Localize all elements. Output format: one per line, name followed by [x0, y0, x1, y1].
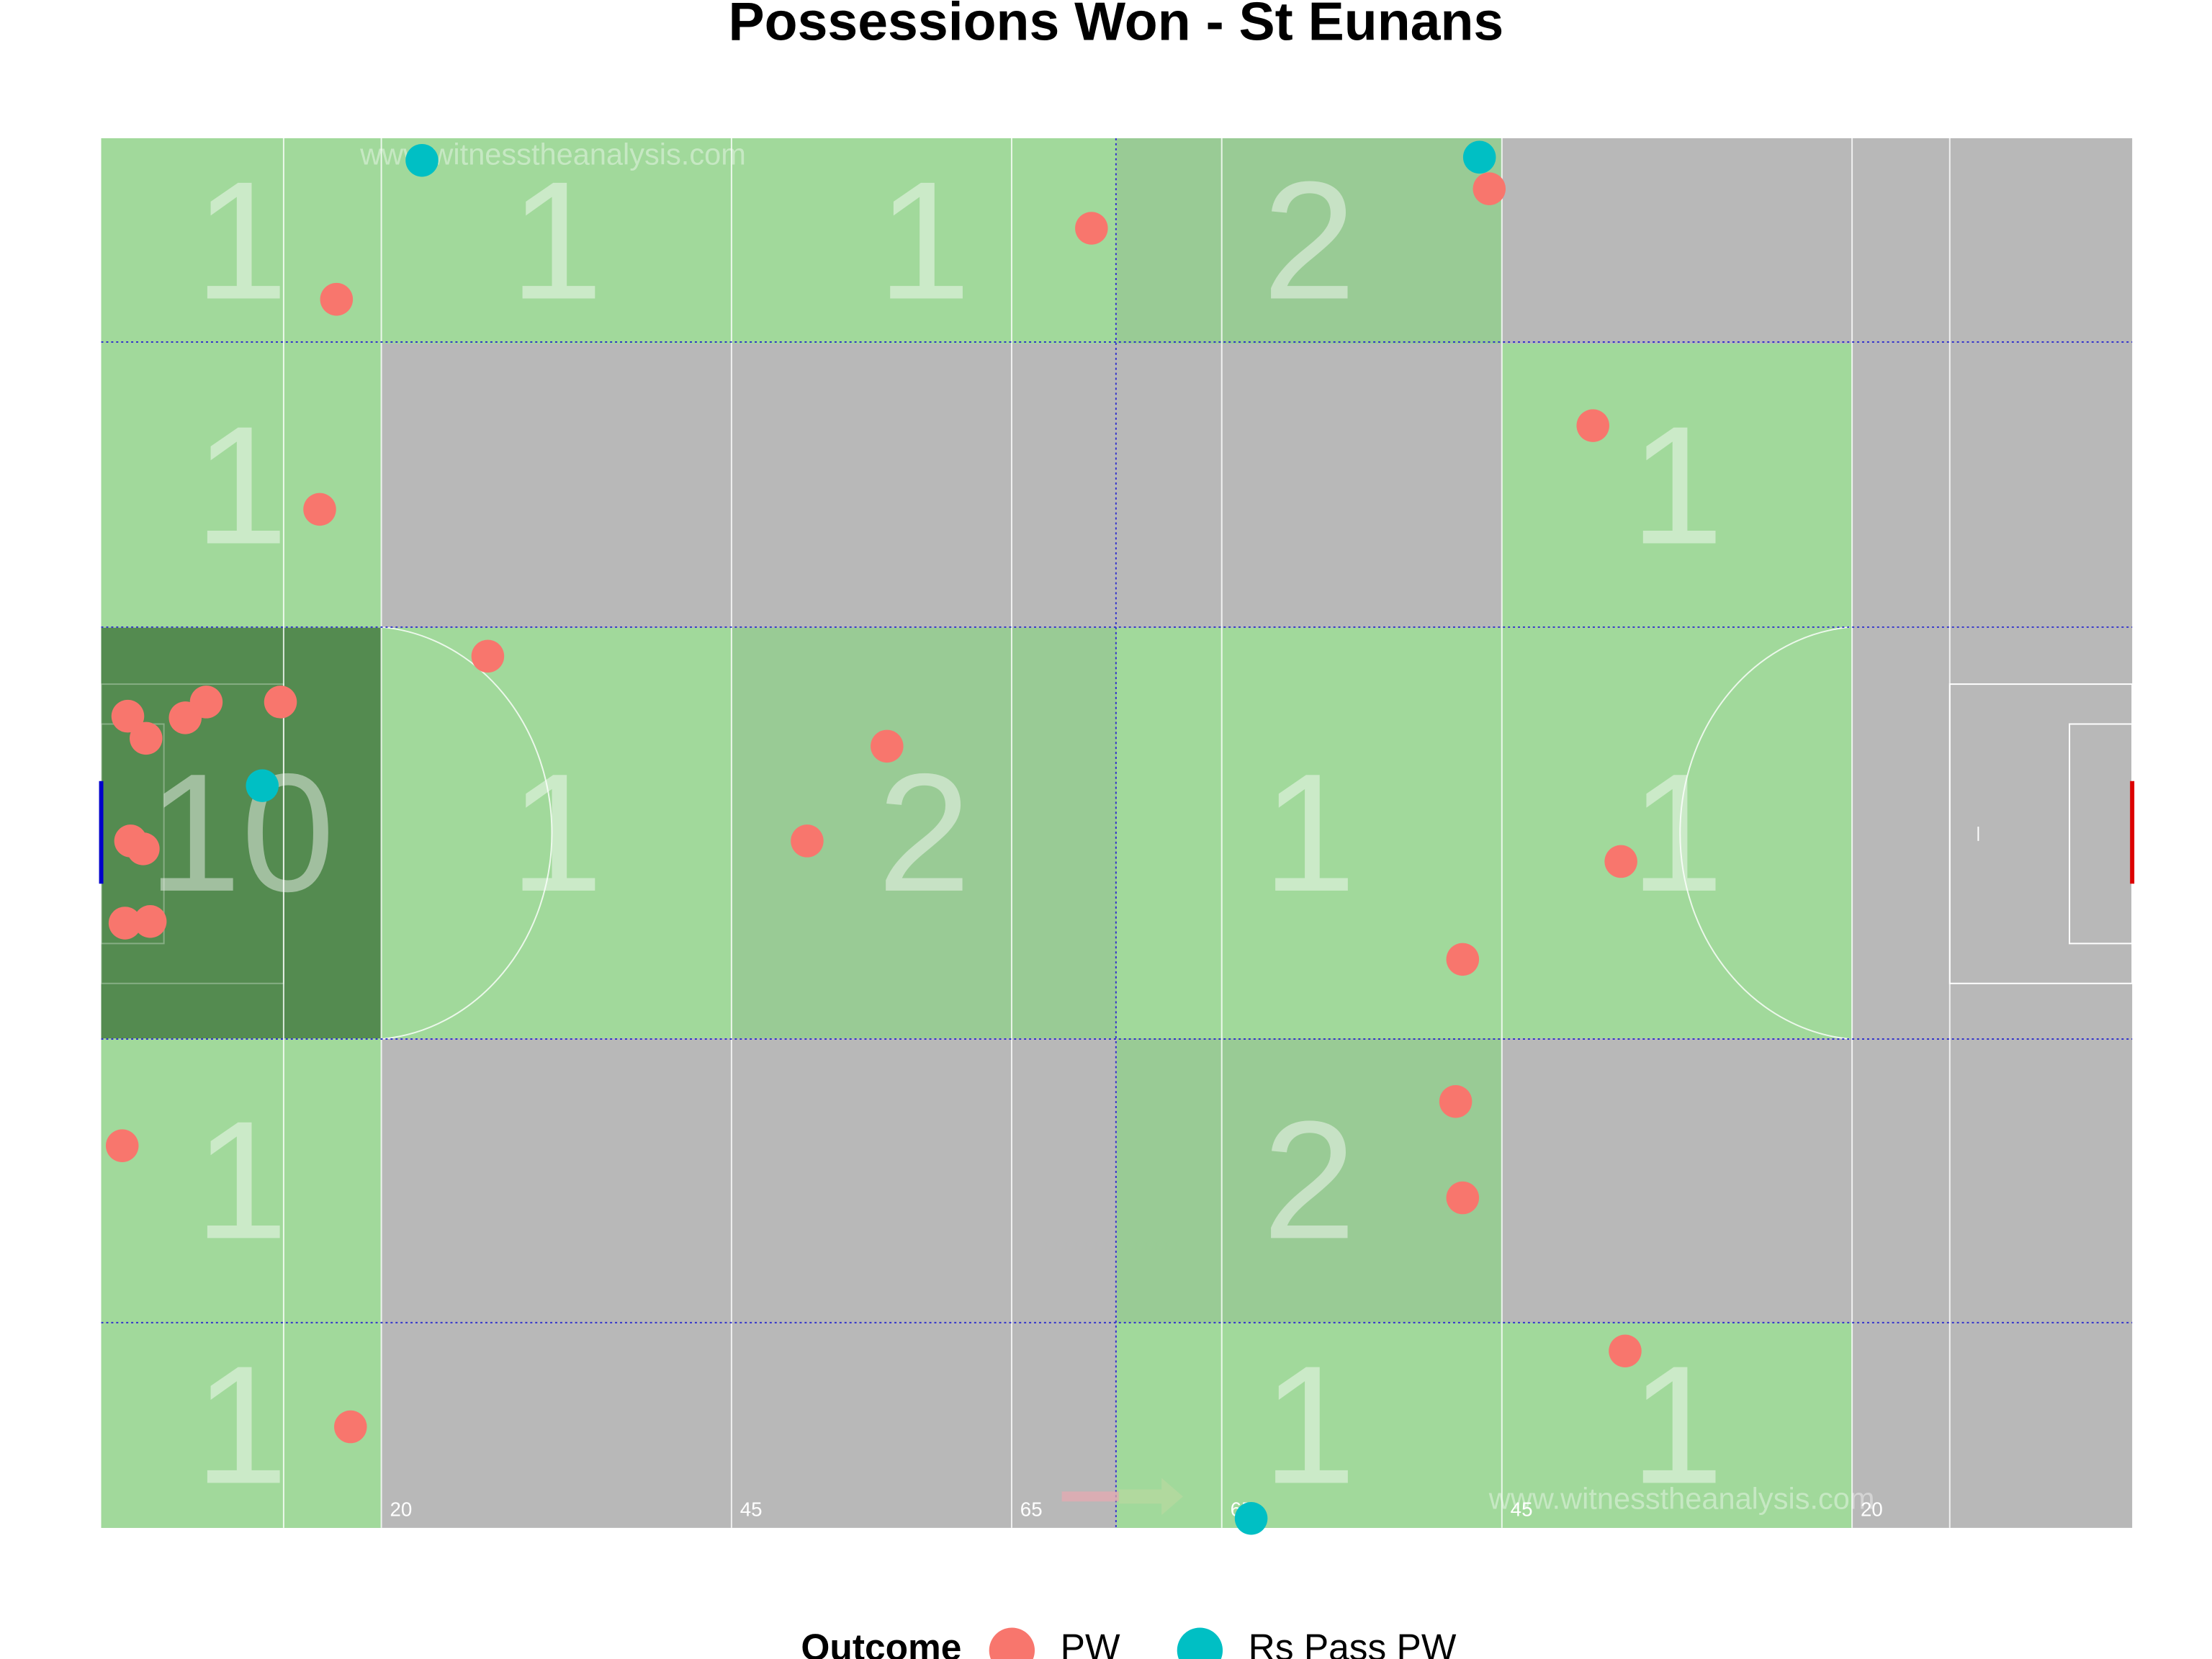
zone-count: 2 — [1262, 1087, 1356, 1274]
zone-count: 1 — [1262, 739, 1356, 927]
zone — [1116, 1038, 1502, 1323]
point — [1576, 409, 1609, 442]
point — [1609, 1334, 1642, 1368]
zone — [1116, 1322, 1502, 1528]
point — [1604, 845, 1637, 878]
legend-title: Outcome — [801, 1627, 961, 1659]
zone-count: 1 — [194, 148, 288, 335]
point — [1446, 943, 1480, 976]
zone — [1116, 627, 1502, 1039]
zone-count: 1 — [1630, 1331, 1724, 1519]
point — [1439, 1085, 1473, 1118]
point — [130, 721, 163, 755]
point — [133, 904, 167, 938]
zone — [1501, 1322, 1853, 1528]
point — [1462, 140, 1496, 174]
zone — [101, 627, 382, 1039]
zone-count: 2 — [877, 739, 971, 927]
zone-count: 1 — [1630, 739, 1724, 927]
zone-count: 1 — [1262, 1331, 1356, 1519]
point — [189, 685, 223, 719]
legend-marker — [1177, 1627, 1223, 1659]
zone — [1501, 343, 1853, 628]
point — [871, 729, 904, 763]
direction-arrow — [1118, 1478, 1183, 1516]
point — [264, 685, 297, 719]
point — [246, 769, 279, 802]
x-tick-label: 45 — [740, 1498, 763, 1520]
point — [1446, 1181, 1480, 1215]
x-tick-label: 45 — [1511, 1498, 1533, 1520]
zone — [731, 138, 1117, 344]
zone — [101, 343, 382, 628]
zone-count: 2 — [1262, 148, 1356, 335]
point — [471, 639, 505, 673]
point — [791, 824, 824, 858]
zone — [381, 138, 732, 344]
zone-count: 1 — [194, 1331, 288, 1519]
zone-count: 1 — [510, 148, 603, 335]
zone — [1501, 627, 1853, 1039]
x-tick-label: 20 — [390, 1498, 412, 1520]
zone — [1116, 138, 1502, 344]
zone — [101, 1038, 382, 1323]
arc — [1679, 626, 1851, 1040]
point — [303, 493, 336, 526]
chart-title: Possessions Won - St Eunans — [728, 0, 1503, 52]
point — [111, 699, 145, 733]
point — [127, 832, 160, 866]
point — [1234, 1501, 1268, 1535]
legend-label: PW — [1061, 1627, 1120, 1659]
x-tick-label: 65 — [1020, 1498, 1043, 1520]
point — [1473, 172, 1506, 205]
point — [105, 1129, 139, 1162]
zone-count: 1 — [194, 1087, 288, 1274]
point — [1075, 212, 1108, 245]
zone-count: 1 — [510, 739, 603, 927]
zone-count: 1 — [194, 392, 288, 579]
x-tick-label: 20 — [1861, 1498, 1883, 1520]
point — [320, 282, 354, 316]
point — [108, 907, 142, 940]
zone — [381, 627, 732, 1039]
zone-count: 1 — [1630, 392, 1724, 579]
point — [405, 143, 439, 177]
zone-count: 1 — [877, 148, 971, 335]
watermark: www.witnesstheanalysis.com — [1488, 1481, 1875, 1515]
arc — [382, 626, 553, 1040]
zone-count: 10 — [148, 739, 335, 927]
point — [334, 1410, 367, 1444]
legend-marker — [989, 1627, 1035, 1659]
legend-label: Rs Pass PW — [1249, 1627, 1457, 1659]
